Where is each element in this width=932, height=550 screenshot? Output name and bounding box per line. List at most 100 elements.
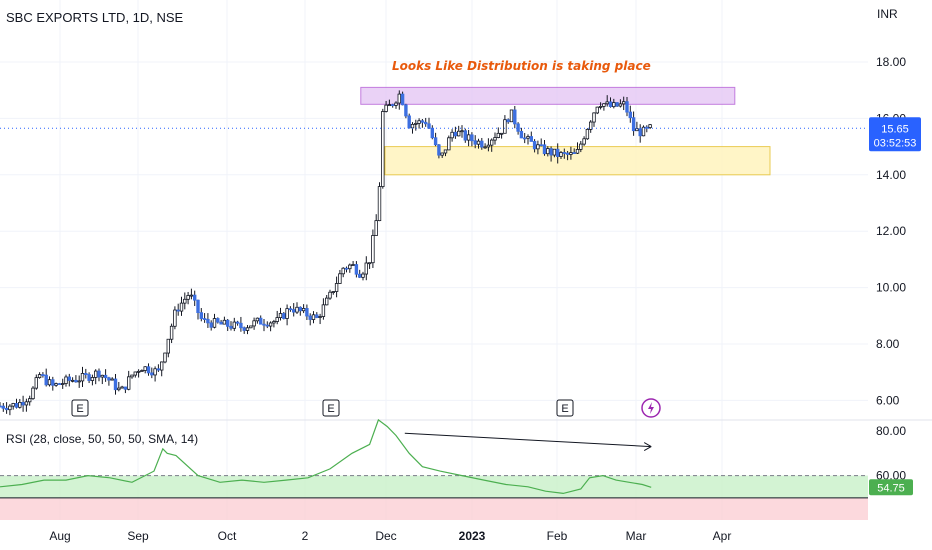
candle-body [400,93,405,106]
price-tick-label: 12.00 [876,224,906,238]
candle-body [569,152,573,155]
candle-body [150,372,154,376]
candle-body [351,264,355,266]
candle-body [90,377,95,381]
candle-body [199,312,203,319]
candle-body [80,373,85,382]
candle-body [387,104,392,107]
candle-body [229,325,233,329]
candle-body [117,387,121,391]
candle-body [84,373,88,375]
candle-body [123,386,128,390]
candle-body [57,383,62,385]
candle-body [338,273,342,284]
candle-body [275,317,279,322]
candle-body [625,101,629,113]
candle-body [374,220,378,236]
candle-body [242,327,246,331]
candle-body [255,317,260,322]
candle-body [579,143,583,150]
candle-body [437,144,441,156]
candle-body [447,137,451,151]
candle-body [420,120,425,123]
candle-body [489,139,494,146]
candle-body [311,314,316,320]
earnings-marker [556,399,574,417]
candle-body [94,370,98,378]
candle-body [453,131,458,137]
candle-body [381,111,385,187]
rsi-band-low [0,497,868,520]
candle-body [305,308,309,317]
candle-body [136,370,141,373]
candle-body [546,148,550,155]
rsi-tick-label: 60.00 [876,469,906,483]
candle-body [11,403,15,407]
candle-body [74,379,78,383]
candle-body [394,102,398,106]
candle-body [1,405,5,409]
candle-body [404,104,408,117]
candle-body [608,101,613,108]
axes: 6.008.0010.0012.0014.0016.0018.00AugSepO… [49,55,906,543]
candle-body [37,374,42,379]
candle-body [410,123,415,129]
rsi-indicator-label[interactable]: RSI (28, close, 50, 50, 50, SMA, 14) [6,432,198,446]
candle-body [499,132,504,135]
candle-body [456,130,461,137]
candle-body [443,149,448,154]
candle-body [470,134,474,142]
candle-body [21,401,25,406]
candle-body [460,130,464,133]
candle-body [44,374,48,386]
candle-body [549,148,553,156]
time-tick-label: Oct [218,529,237,543]
rsi-line [0,418,652,495]
candle-body [219,321,223,325]
candle-body [156,368,161,371]
candle-body [14,403,19,408]
candle-body [34,377,38,389]
candle-body [354,264,359,275]
candle-body [503,119,507,134]
candle-body [100,374,104,378]
candle-body [526,136,530,139]
candle-body [602,103,606,107]
candle-body [87,374,91,381]
candle-body [77,380,81,383]
candle-body [407,115,411,129]
arrow-head-icon [643,442,652,452]
candle-body [377,186,382,222]
candle-body [47,379,52,386]
candle-body [476,140,481,145]
candle-body [509,109,514,123]
candle-body [176,309,180,312]
candle-body [585,129,590,140]
candle-body [285,308,289,319]
candle-body [575,149,580,154]
candle-body [519,130,524,139]
candle-body [262,323,266,326]
candle-body [390,104,395,107]
candle-body [169,325,174,340]
candle-body [41,374,45,376]
candle-body [291,309,296,313]
candle-body [173,309,177,327]
candle-body [589,121,593,130]
distribution-zone [360,86,736,105]
candle-body [206,318,210,324]
candle-body [18,401,22,408]
candle-body [466,134,471,141]
candle-body [565,152,570,155]
price-badge-value: 15.65 [881,123,909,135]
lightning-glyph [648,402,654,414]
candle-body [430,127,434,139]
candle-body [397,93,401,104]
candle-body [222,319,227,325]
time-tick-label: Apr [713,529,732,543]
price-tick-label: 6.00 [876,393,900,407]
earnings-marker [322,399,340,417]
candle-body [562,152,566,154]
earnings-marker [71,399,89,417]
